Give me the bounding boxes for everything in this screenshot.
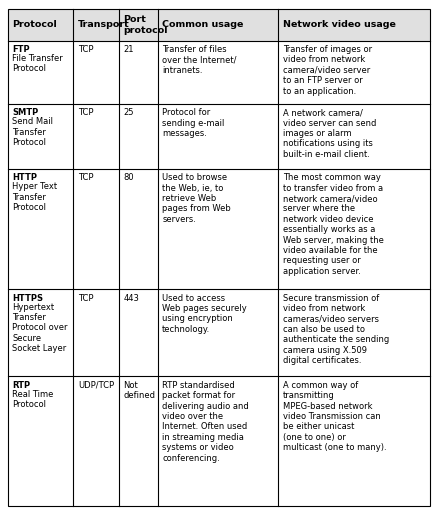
Text: Secure transmission of
video from network
cameras/video servers
can also be used: Secure transmission of video from networ… bbox=[283, 294, 389, 365]
Text: A common way of
transmitting
MPEG-based network
video Transmission can
be either: A common way of transmitting MPEG-based … bbox=[283, 381, 386, 452]
Text: 443: 443 bbox=[124, 294, 139, 303]
Text: SMTP: SMTP bbox=[12, 108, 39, 117]
Text: HTTPS: HTTPS bbox=[12, 294, 43, 303]
Text: TCP: TCP bbox=[78, 45, 93, 54]
Text: Used to access
Web pages securely
using encryption
technology.: Used to access Web pages securely using … bbox=[162, 294, 247, 334]
Text: Transport: Transport bbox=[78, 21, 130, 29]
Text: Network video usage: Network video usage bbox=[283, 21, 396, 29]
Text: Used to browse
the Web, ie, to
retrieve Web
pages from Web
servers.: Used to browse the Web, ie, to retrieve … bbox=[162, 173, 231, 224]
Text: RTP standardised
packet format for
delivering audio and
video over the
Internet.: RTP standardised packet format for deliv… bbox=[162, 381, 249, 462]
Text: Protocol: Protocol bbox=[12, 21, 57, 29]
Text: Not
defined: Not defined bbox=[124, 381, 155, 400]
Text: 21: 21 bbox=[124, 45, 134, 54]
Text: TCP: TCP bbox=[78, 173, 93, 182]
Text: Transfer of files
over the Internet/
intranets.: Transfer of files over the Internet/ int… bbox=[162, 45, 237, 75]
Text: 80: 80 bbox=[124, 173, 134, 182]
Text: FTP: FTP bbox=[12, 45, 30, 54]
Text: The most common way
to transfer video from a
network camera/video
server where t: The most common way to transfer video fr… bbox=[283, 173, 384, 276]
Text: TCP: TCP bbox=[78, 294, 93, 303]
Text: Hyper Text
Transfer
Protocol: Hyper Text Transfer Protocol bbox=[12, 182, 57, 212]
Text: Transfer of images or
video from network
camera/video server
to an FTP server or: Transfer of images or video from network… bbox=[283, 45, 372, 96]
Bar bbox=[8, 9, 430, 41]
Text: Protocol for
sending e-mail
messages.: Protocol for sending e-mail messages. bbox=[162, 108, 225, 138]
Text: 25: 25 bbox=[124, 108, 134, 117]
Text: A network camera/
video server can send
images or alarm
notifications using its
: A network camera/ video server can send … bbox=[283, 108, 376, 159]
Text: TCP: TCP bbox=[78, 108, 93, 117]
Text: File Transfer
Protocol: File Transfer Protocol bbox=[12, 54, 63, 74]
Text: Send Mail
Transfer
Protocol: Send Mail Transfer Protocol bbox=[12, 117, 53, 147]
Text: UDP/TCP: UDP/TCP bbox=[78, 381, 114, 390]
Text: Common usage: Common usage bbox=[162, 21, 244, 29]
Text: HTTP: HTTP bbox=[12, 173, 37, 182]
Text: RTP: RTP bbox=[12, 381, 31, 390]
Text: Port
protocol: Port protocol bbox=[124, 15, 168, 35]
Text: Hypertext
Transfer
Protocol over
Secure
Socket Layer: Hypertext Transfer Protocol over Secure … bbox=[12, 303, 68, 353]
Text: Real Time
Protocol: Real Time Protocol bbox=[12, 390, 54, 409]
